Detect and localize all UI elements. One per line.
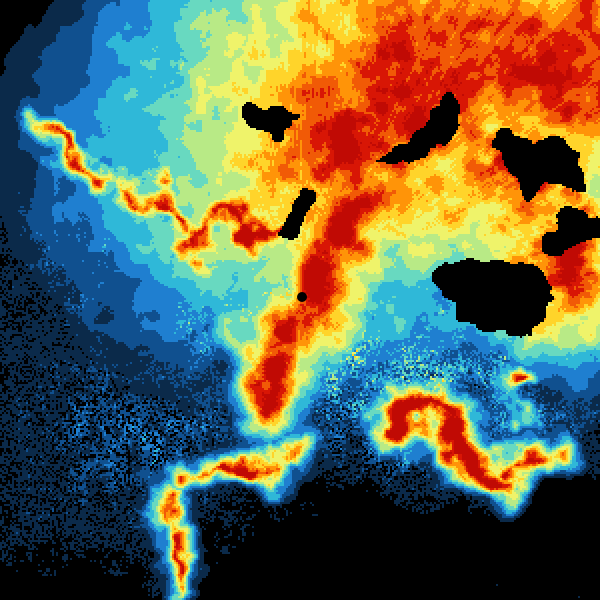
radar-site-marker xyxy=(297,292,307,302)
